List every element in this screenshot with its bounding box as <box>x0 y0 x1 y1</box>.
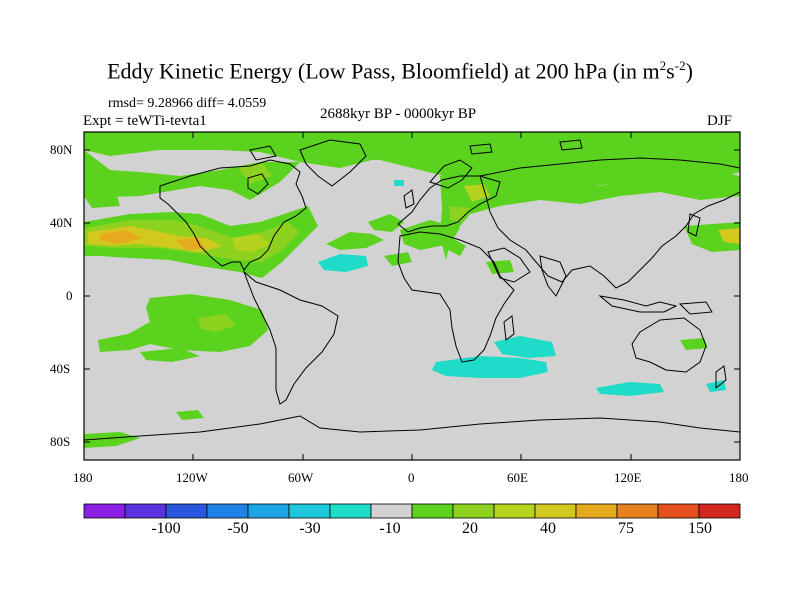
colorbar-swatch-6 <box>288 503 331 519</box>
lon-label-120e: 120E <box>614 470 642 485</box>
coastline-north-america <box>159 159 307 271</box>
lat-label-40s: 40S <box>50 361 71 376</box>
lon-label-60w: 60W <box>288 470 314 485</box>
field-contour-atlantic-2 <box>368 214 404 232</box>
field-contour-baffin <box>84 192 120 208</box>
colorbar-swatch-14 <box>616 503 659 519</box>
lat-label-80n: 80N <box>50 142 73 157</box>
field-contour-npacific-orange <box>100 230 142 244</box>
coastline-japan <box>687 213 701 237</box>
lat-label-0: 0 <box>66 288 73 303</box>
colorbar-swatch-13 <box>575 503 618 519</box>
field-contour-arctic <box>84 132 740 188</box>
field-contour-cyan-arctic <box>394 180 404 186</box>
colorbar-swatch-11 <box>493 503 536 519</box>
title-mid: s <box>666 58 675 84</box>
experiment-label: Expt = teWTi-tevta1 <box>83 113 207 129</box>
colorbar-swatch-15 <box>657 503 700 519</box>
coastline-antarctica <box>84 415 740 441</box>
lon-tick-marks <box>83 132 632 460</box>
lat-label-40n: 40N <box>50 215 73 230</box>
coastline-australia <box>631 317 707 373</box>
field-contour-cyan-indian <box>494 336 556 358</box>
colorbar-swatch-3 <box>165 503 208 519</box>
colorbar-label-8: 150 <box>688 520 712 537</box>
field-contour-spacific <box>98 294 268 352</box>
colorbar-swatch-10 <box>452 503 495 519</box>
lat-label-80s: 80S <box>50 434 71 449</box>
title-sup2: -2 <box>674 58 686 73</box>
field-contour-hudson <box>238 162 272 184</box>
colorbar-swatch-7 <box>329 503 372 519</box>
lat-tick-marks <box>84 149 740 443</box>
colorbar-swatch-9 <box>411 503 454 519</box>
field-contour-europe-light <box>450 206 470 222</box>
colorbar-label-4: -10 <box>379 520 401 537</box>
period-label: 2688kyr BP - 0000kyr BP <box>320 106 477 122</box>
field-contour-cyan-satlantic <box>432 356 548 378</box>
coastline-asia <box>479 157 740 289</box>
colorbar-swatch-16 <box>698 503 741 519</box>
coastline-britain <box>403 189 415 209</box>
colorbar-label-3: -30 <box>299 520 321 537</box>
title-main: Eddy Kinetic Energy (Low Pass, Bloomfiel… <box>107 58 660 84</box>
colorbar-swatch-8 <box>370 503 413 519</box>
coastline-europe <box>397 175 501 233</box>
colorbar-swatch-4 <box>206 503 249 519</box>
field-contour-wpacific-yellow <box>718 228 740 244</box>
coastline-indonesia <box>598 295 678 313</box>
coastline-greenland <box>299 139 367 187</box>
field-contour-cyan-sindian <box>596 382 664 396</box>
coastline-arctic-islands <box>249 139 583 161</box>
lon-label-120w: 120W <box>176 470 208 485</box>
field-contour-spacific-2 <box>140 348 200 362</box>
season-label: DJF <box>707 113 733 129</box>
coastline-africa <box>397 231 515 363</box>
title-end: ) <box>685 58 693 84</box>
coastline-scandinavia <box>429 159 473 189</box>
coastline-new-zealand <box>715 365 727 390</box>
coastlines <box>84 139 740 441</box>
colorbar-label-7: 75 <box>618 520 634 537</box>
coastline-madagascar <box>503 315 515 341</box>
colorbar-label-5: 20 <box>462 520 478 537</box>
coastline-new-guinea <box>678 301 713 315</box>
field-contour-africa-n <box>400 220 460 250</box>
colorbar-swatch-1 <box>83 503 126 519</box>
lon-label-180e: 180 <box>729 470 749 485</box>
coastline-hudson <box>247 173 269 195</box>
title-sup1: 2 <box>659 58 667 73</box>
field-contour-atlantic-1 <box>326 232 384 250</box>
field-contour-cyan-atlantic <box>318 254 368 272</box>
colorbar-label-1: -100 <box>151 520 181 537</box>
field-contour-south-ocean-small <box>176 410 204 420</box>
field-contour-med <box>448 238 466 256</box>
colorbar-label-6: 40 <box>540 520 556 537</box>
field-contour-spacific-light <box>198 314 236 332</box>
field-contour-npacific-orange-2 <box>176 238 206 250</box>
field-contour-antarctic <box>84 432 140 448</box>
field-contour-usa-yellow <box>232 234 270 252</box>
stats-label: rmsd= 9.28966 diff= 4.0559 <box>108 96 267 111</box>
plot-title: Eddy Kinetic Energy (Low Pass, Bloomfiel… <box>0 58 800 84</box>
colorbar-swatch-12 <box>534 503 577 519</box>
lon-label-180w: 180 <box>73 470 93 485</box>
colorbar-label-2: -50 <box>227 520 249 537</box>
colorbar-swatch-2 <box>124 503 167 519</box>
field-contour-green-aus <box>680 338 708 350</box>
coastline-india <box>539 255 567 297</box>
coastline-south-america <box>242 270 339 405</box>
lon-label-60e: 60E <box>507 470 528 485</box>
lon-label-0: 0 <box>408 470 415 485</box>
colorbar-swatch-5 <box>247 503 290 519</box>
field-contour-greenland <box>290 132 380 168</box>
coastline-arabia <box>487 247 531 283</box>
field-contour-eurasia <box>440 168 740 260</box>
colorbar <box>83 503 741 519</box>
